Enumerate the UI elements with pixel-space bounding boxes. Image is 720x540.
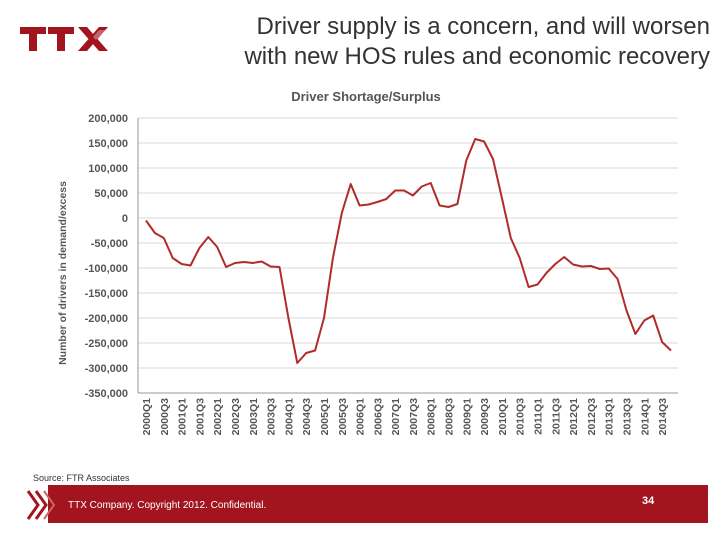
chart-grid — [138, 117, 678, 394]
x-tick-label: 2003Q1 — [248, 398, 260, 436]
x-tick-label: 2004Q1 — [283, 398, 295, 436]
chart-title: Driver Shortage/Surplus — [291, 89, 441, 104]
x-tick-label: 2005Q1 — [319, 398, 331, 436]
x-tick-label: 2012Q3 — [586, 398, 598, 436]
x-tick-label: 2012Q1 — [568, 398, 580, 436]
page-number: 34 — [642, 495, 655, 507]
slide-title-line1: Driver supply is a concern, and will wor… — [256, 13, 710, 40]
y-tick-label: 100,000 — [88, 163, 128, 175]
slide-title: Driver supply is a concern, and will wor… — [120, 12, 710, 72]
y-tick-label: -100,000 — [85, 263, 128, 275]
x-tick-label: 2013Q3 — [622, 398, 634, 436]
ttx-logo — [20, 27, 108, 51]
x-tick-label: 2007Q1 — [390, 398, 402, 436]
x-tick-label: 2003Q3 — [266, 398, 278, 436]
series-line — [145, 138, 672, 364]
x-tick-label: 2000Q3 — [159, 398, 171, 436]
footer-bar — [48, 485, 708, 523]
x-tick-label: 2009Q3 — [479, 398, 491, 436]
x-tick-label: 2013Q1 — [604, 398, 616, 436]
y-axis-label: Number of drivers in demand/excess — [57, 181, 69, 365]
x-tick-label: 2014Q1 — [639, 398, 651, 436]
y-tick-label: -300,000 — [85, 363, 128, 375]
footer-copyright: TTX Company. Copyright 2012. Confidentia… — [68, 500, 267, 511]
x-tick-label: 2001Q3 — [194, 398, 206, 436]
x-tick-label: 2011Q1 — [533, 398, 545, 435]
y-tick-label: -350,000 — [85, 388, 128, 400]
y-tick-label: -150,000 — [85, 288, 128, 300]
x-tick-label: 2011Q3 — [550, 398, 562, 435]
y-tick-label: 0 — [122, 213, 128, 225]
x-tick-label: 2002Q1 — [212, 398, 224, 436]
x-axis-ticks: 2000Q1 2000Q3 2001Q1 2001Q3 2002Q1 2002Q3 2003… — [141, 398, 669, 436]
x-tick-label: 2008Q1 — [426, 398, 438, 436]
slide-title-line2: with new HOS rules and economic recovery — [244, 43, 710, 70]
x-tick-label: 2001Q1 — [177, 398, 189, 436]
chevron-arrows-icon — [26, 490, 56, 520]
y-tick-label: -250,000 — [85, 338, 128, 350]
x-tick-label: 2002Q3 — [230, 398, 242, 436]
x-tick-label: 2006Q1 — [355, 398, 367, 436]
y-tick-label: -50,000 — [91, 238, 128, 250]
x-tick-label: 2000Q1 — [141, 398, 153, 436]
y-tick-label: 200,000 — [88, 113, 128, 125]
x-tick-label: 2007Q3 — [408, 398, 420, 436]
x-tick-label: 2005Q3 — [337, 398, 349, 436]
x-tick-label: 2008Q3 — [444, 398, 456, 436]
y-tick-label: 150,000 — [88, 138, 128, 150]
y-axis-ticks: 200,000 150,000 100,000 50,000 0 -50,000 -100,… — [85, 113, 128, 400]
line-chart: Driver Shortage/Surplus Number of driver… — [57, 89, 678, 436]
source-note: Source: FTR Associates — [33, 473, 130, 483]
x-tick-label: 2004Q3 — [301, 398, 313, 436]
x-tick-label: 2014Q3 — [657, 398, 669, 436]
y-tick-label: -200,000 — [85, 313, 128, 325]
x-tick-label: 2010Q3 — [515, 398, 527, 436]
x-tick-label: 2009Q1 — [461, 398, 473, 436]
x-tick-label: 2006Q3 — [372, 398, 384, 436]
y-tick-label: 50,000 — [94, 188, 128, 200]
x-tick-label: 2010Q1 — [497, 398, 509, 436]
